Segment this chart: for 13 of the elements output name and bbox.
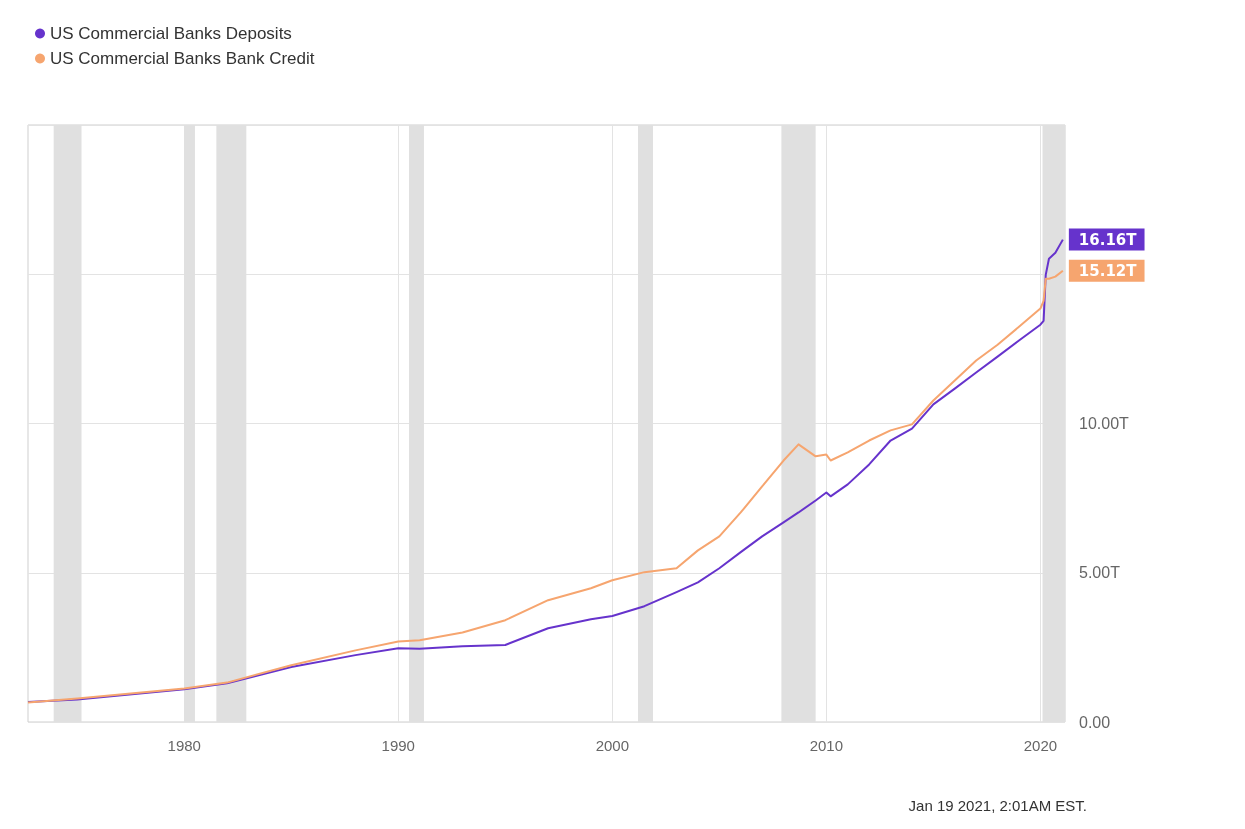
text: Jan 19 2021, 2:01AM EST. [908, 797, 1088, 814]
x-tick-label: 2020 [1023, 737, 1058, 754]
y-tick-label: 0.00 [1079, 713, 1111, 731]
legend-label: US Commercial Banks Bank Credit [50, 49, 315, 68]
y-tick-label: 5.00T [1079, 564, 1121, 582]
y-tick-label: 10.00T [1079, 415, 1130, 432]
annotation: 15.12T [1078, 261, 1138, 280]
x-tick-label: 1990 [381, 737, 415, 754]
legend-label: US Commercial Banks Deposits [50, 24, 292, 43]
annotation: 16.16T [1078, 230, 1138, 249]
x-tick-label: 1980 [167, 737, 201, 754]
x-tick-label: 2010 [809, 737, 844, 754]
x-tick-label: 2000 [595, 737, 629, 754]
